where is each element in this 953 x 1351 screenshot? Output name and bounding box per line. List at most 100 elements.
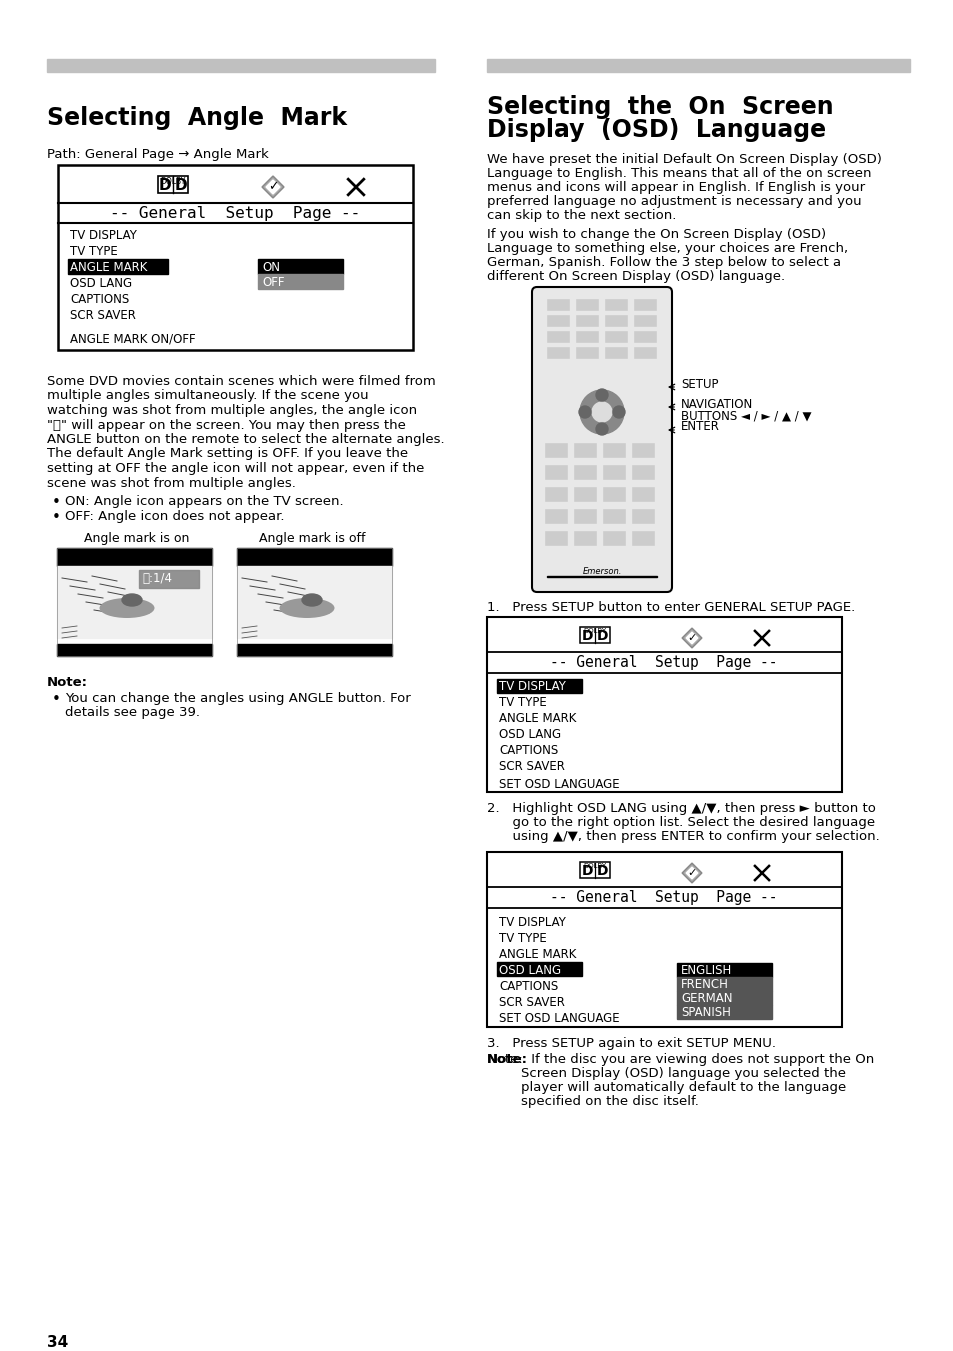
Text: Selecting  the  On  Screen: Selecting the On Screen <box>486 95 833 119</box>
Text: CAPTIONS: CAPTIONS <box>70 293 129 305</box>
Text: NAVIGATION: NAVIGATION <box>680 397 753 411</box>
Text: GERMAN: GERMAN <box>680 992 732 1005</box>
Bar <box>604 347 626 358</box>
Text: Selecting  Angle  Mark: Selecting Angle Mark <box>47 105 347 130</box>
Ellipse shape <box>99 598 154 617</box>
Text: SCR SAVER: SCR SAVER <box>70 309 135 322</box>
Polygon shape <box>685 632 698 644</box>
Bar <box>47 59 435 72</box>
Text: 34: 34 <box>47 1335 69 1350</box>
Text: different On Screen Display (OSD) language.: different On Screen Display (OSD) langua… <box>486 270 784 282</box>
Text: can skip to the next section.: can skip to the next section. <box>486 209 676 222</box>
Text: Ⓜ:1/4: Ⓜ:1/4 <box>142 571 172 585</box>
Text: ENTER: ENTER <box>680 420 720 434</box>
Bar <box>236 566 392 638</box>
Bar <box>57 644 212 657</box>
Bar <box>546 315 568 326</box>
Bar <box>139 570 199 588</box>
Bar <box>631 531 654 544</box>
Text: DOLBY: DOLBY <box>160 177 186 186</box>
Bar <box>546 299 568 309</box>
Text: details see page 39.: details see page 39. <box>65 707 200 719</box>
Text: TV DISPLAY: TV DISPLAY <box>498 681 565 693</box>
Text: watching was shot from multiple angles, the angle icon: watching was shot from multiple angles, … <box>47 404 416 417</box>
Text: DOLBY: DOLBY <box>583 863 606 869</box>
Text: SET OSD LANGUAGE: SET OSD LANGUAGE <box>498 1012 619 1025</box>
Text: Language to something else, your choices are French,: Language to something else, your choices… <box>486 242 847 255</box>
Bar <box>544 443 566 457</box>
Bar <box>57 566 212 638</box>
Bar <box>486 852 841 1027</box>
Text: ANGLE button on the remote to select the alternate angles.: ANGLE button on the remote to select the… <box>47 434 444 446</box>
Bar <box>544 486 566 501</box>
Bar <box>544 465 566 480</box>
Text: OSD LANG: OSD LANG <box>70 277 132 290</box>
Text: ✓: ✓ <box>686 867 696 878</box>
Bar <box>631 509 654 523</box>
Text: DOLBY: DOLBY <box>583 628 606 634</box>
Text: 1.   Press SETUP button to enter GENERAL SETUP PAGE.: 1. Press SETUP button to enter GENERAL S… <box>486 601 854 613</box>
Text: SCR SAVER: SCR SAVER <box>498 761 564 774</box>
Text: specified on the disc itself.: specified on the disc itself. <box>486 1096 699 1108</box>
Bar <box>576 315 598 326</box>
Text: Angle mark is on: Angle mark is on <box>84 532 190 544</box>
Text: The default Angle Mark setting is OFF. If you leave the: The default Angle Mark setting is OFF. I… <box>47 447 408 461</box>
Text: go to the right option list. Select the desired language: go to the right option list. Select the … <box>486 816 874 830</box>
Text: We have preset the initial Default On Screen Display (OSD): We have preset the initial Default On Sc… <box>486 153 881 166</box>
Bar <box>602 509 624 523</box>
Bar <box>602 486 624 501</box>
Bar <box>602 443 624 457</box>
Text: ENGLISH: ENGLISH <box>680 963 732 977</box>
Bar <box>497 962 581 975</box>
Bar <box>546 331 568 342</box>
Text: D: D <box>597 630 608 643</box>
Text: TV TYPE: TV TYPE <box>498 697 546 709</box>
Text: CAPTIONS: CAPTIONS <box>498 979 558 993</box>
Bar <box>257 274 343 289</box>
FancyBboxPatch shape <box>532 286 671 592</box>
Text: Path: General Page → Angle Mark: Path: General Page → Angle Mark <box>47 149 269 161</box>
Bar <box>236 549 392 566</box>
Bar <box>574 531 596 544</box>
Text: ON: ON <box>262 261 280 274</box>
Text: -- General  Setup  Page --: -- General Setup Page -- <box>550 655 777 670</box>
Text: preferred language no adjustment is necessary and you: preferred language no adjustment is nece… <box>486 195 861 208</box>
Circle shape <box>613 407 624 417</box>
Ellipse shape <box>122 594 142 607</box>
Text: ANGLE MARK ON/OFF: ANGLE MARK ON/OFF <box>70 332 195 345</box>
Bar <box>677 992 771 1005</box>
Text: -- General  Setup  Page --: -- General Setup Page -- <box>110 205 359 222</box>
Text: SET OSD LANGUAGE: SET OSD LANGUAGE <box>498 777 619 790</box>
Bar <box>631 486 654 501</box>
Text: Display  (OSD)  Language: Display (OSD) Language <box>486 118 825 142</box>
Bar <box>517 635 540 648</box>
Circle shape <box>579 390 623 434</box>
Text: •: • <box>52 494 61 509</box>
Text: scene was shot from multiple angles.: scene was shot from multiple angles. <box>47 477 295 489</box>
Text: SCR SAVER: SCR SAVER <box>498 996 564 1008</box>
Bar <box>57 549 212 566</box>
Bar <box>576 347 598 358</box>
Text: TV DISPLAY: TV DISPLAY <box>498 916 565 928</box>
Text: multiple angles simultaneously. If the scene you: multiple angles simultaneously. If the s… <box>47 389 368 403</box>
Bar <box>634 299 656 309</box>
Text: Angle mark is off: Angle mark is off <box>258 532 365 544</box>
Bar <box>576 299 598 309</box>
Bar <box>634 315 656 326</box>
Bar <box>544 509 566 523</box>
Bar <box>158 176 188 193</box>
Polygon shape <box>266 180 280 195</box>
Text: ANGLE MARK: ANGLE MARK <box>70 261 147 274</box>
Text: D: D <box>174 177 187 192</box>
Text: TV TYPE: TV TYPE <box>498 931 546 944</box>
Text: You can change the angles using ANGLE button. For: You can change the angles using ANGLE bu… <box>65 692 411 705</box>
Text: ANGLE MARK: ANGLE MARK <box>498 712 576 725</box>
Bar <box>604 315 626 326</box>
Circle shape <box>596 389 607 401</box>
Text: Screen Display (OSD) language you selected the: Screen Display (OSD) language you select… <box>486 1067 845 1079</box>
Text: TV TYPE: TV TYPE <box>70 245 117 258</box>
Text: D: D <box>158 177 172 192</box>
Text: FRENCH: FRENCH <box>680 978 728 990</box>
Text: Note:: Note: <box>486 1052 527 1066</box>
Text: OFF: OFF <box>262 276 284 289</box>
